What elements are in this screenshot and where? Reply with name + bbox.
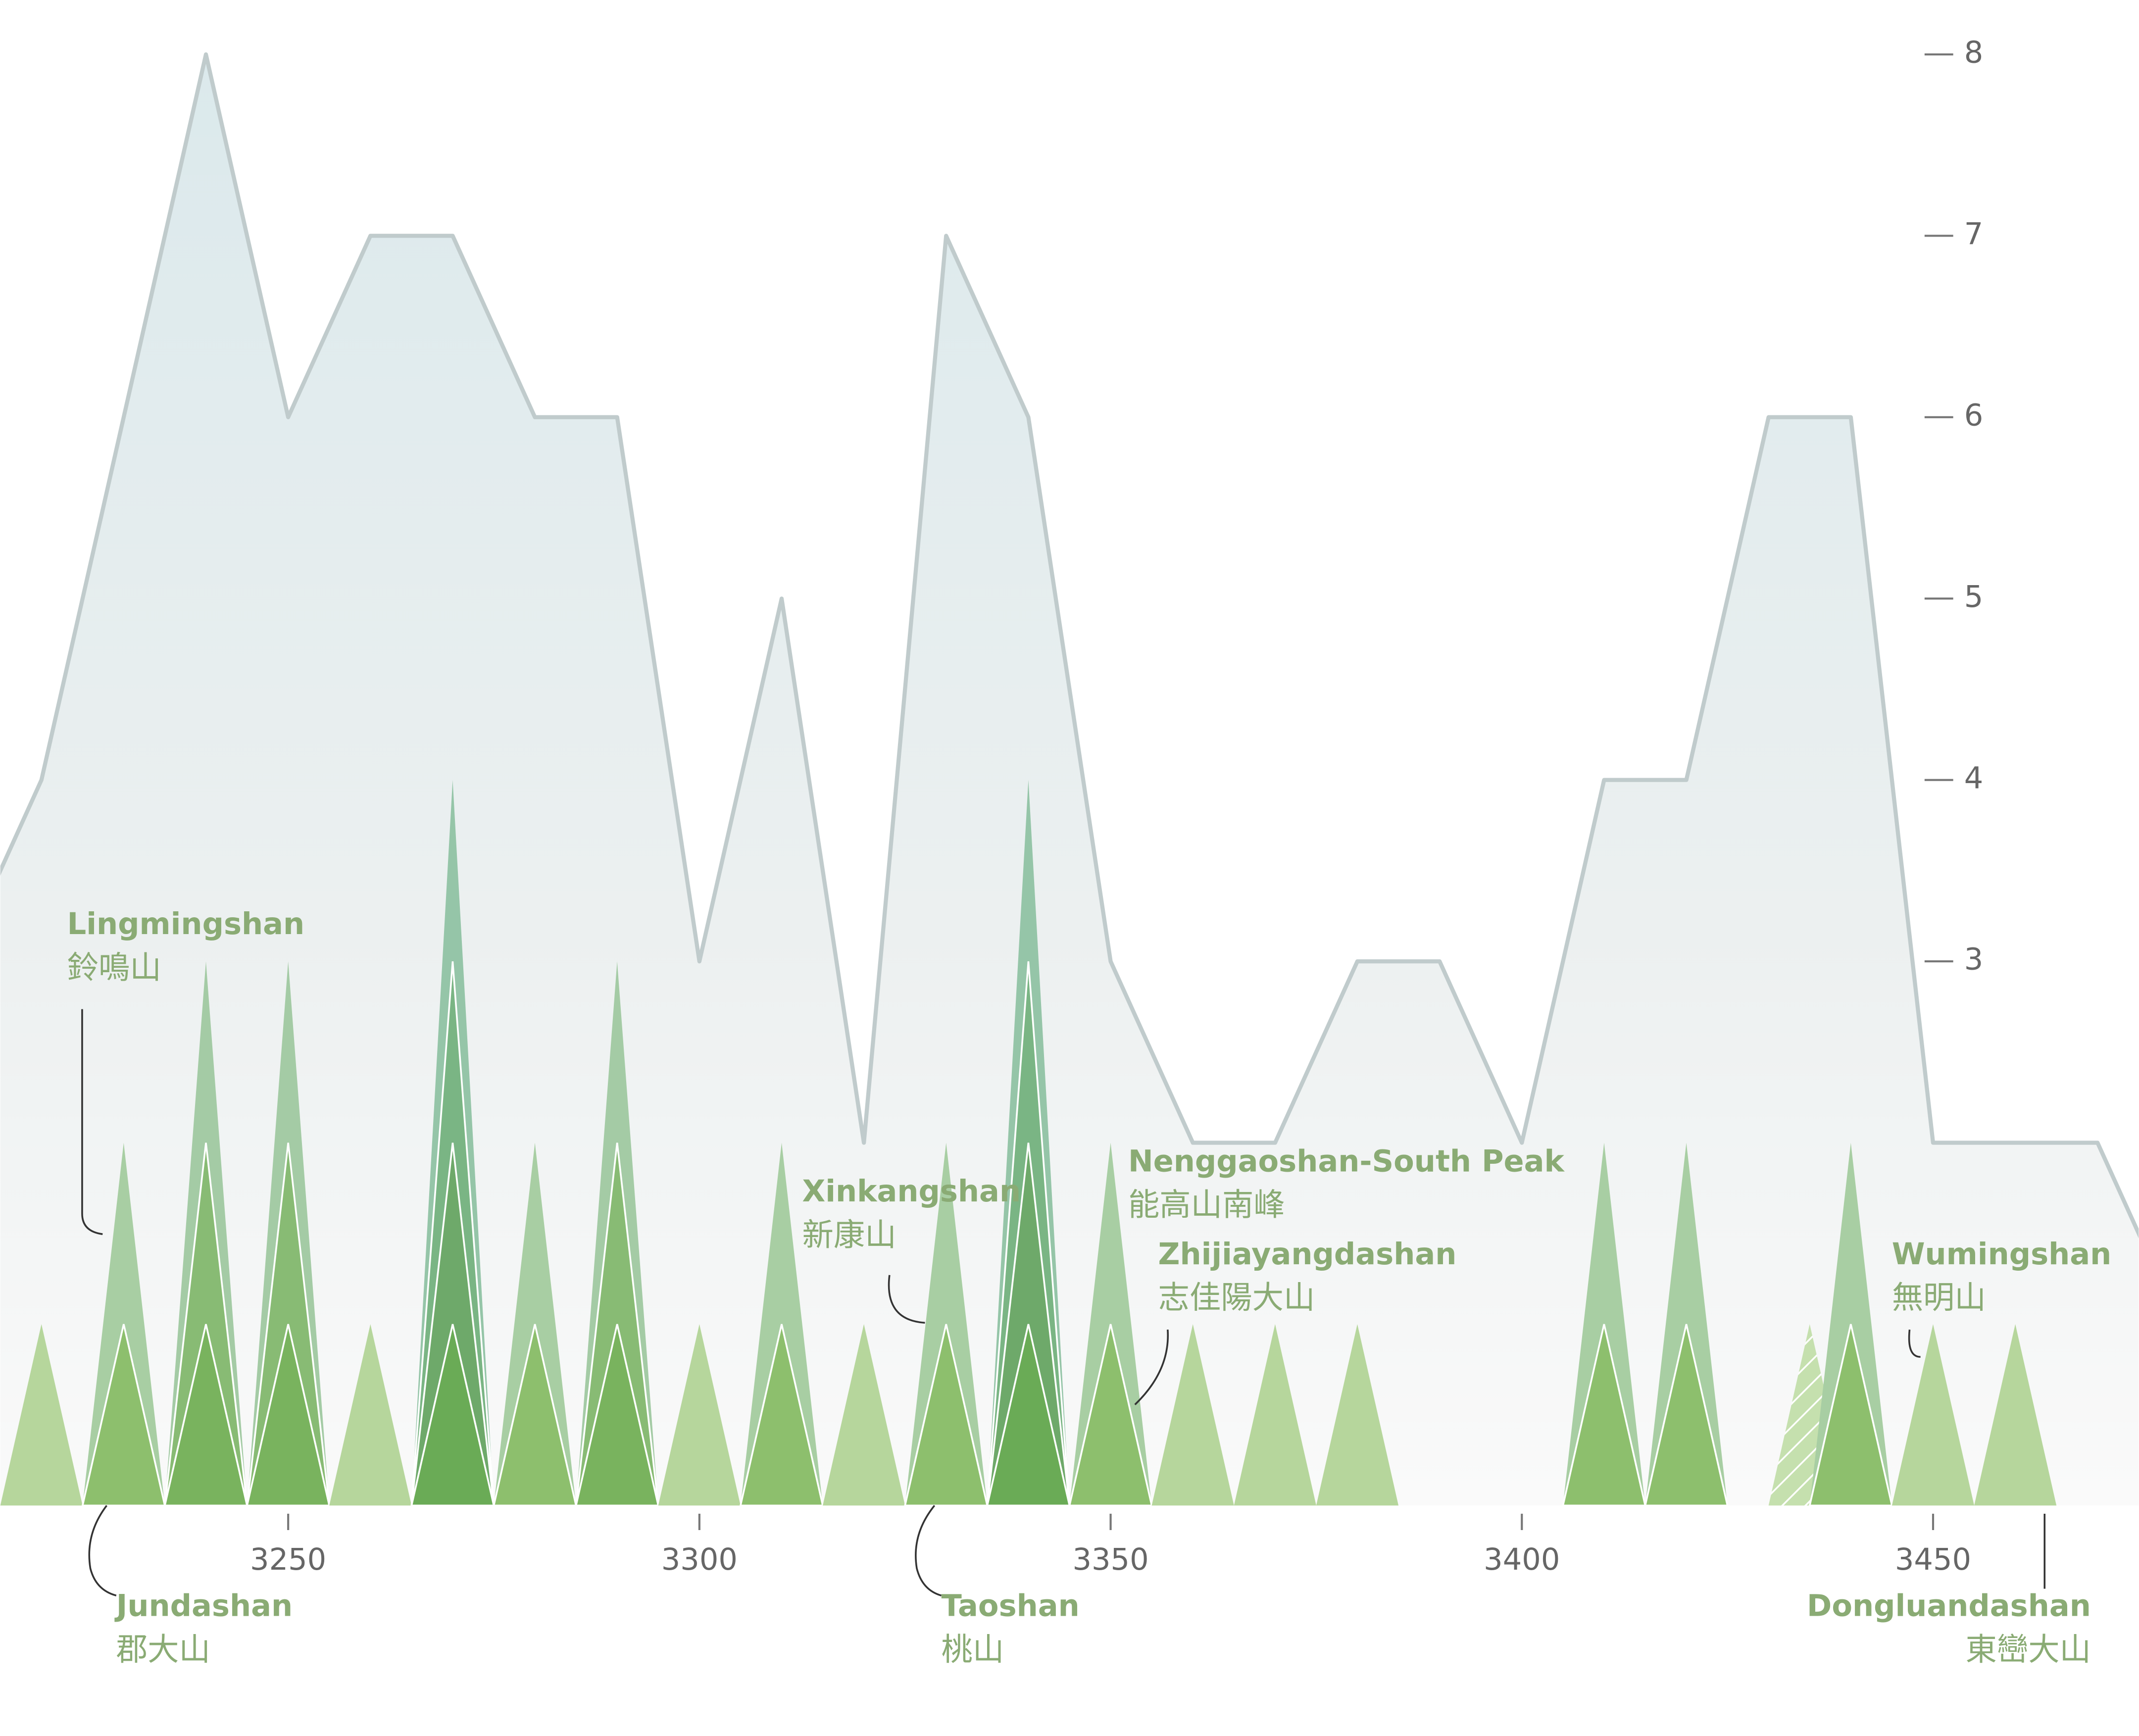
- annotation-name-zh: 無明山: [1892, 1279, 1986, 1316]
- area-fill: [0, 54, 2139, 1506]
- annotation-name: Lingmingshan: [67, 907, 305, 942]
- peak-triangle: [1644, 1324, 1729, 1507]
- x-tick-label: 3350: [1072, 1542, 1148, 1577]
- peak-triangle: [81, 1324, 166, 1507]
- area-line: [0, 52, 2139, 1239]
- annotation-leader: [888, 1275, 925, 1324]
- x-tick-label: 3450: [1895, 1542, 1971, 1577]
- peak-triangle: [1974, 1324, 2057, 1506]
- annotation-leader: [915, 1505, 942, 1596]
- annotation-name: Taoshan: [942, 1589, 1080, 1624]
- annotation-name-zh: 新康山: [802, 1216, 896, 1253]
- peak-triangle: [575, 1324, 660, 1507]
- peak-triangle: [1068, 1324, 1153, 1507]
- annotation-name: Jundashan: [114, 1589, 293, 1624]
- peak-triangle: [1562, 1324, 1646, 1507]
- peak-triangle: [0, 1324, 83, 1506]
- x-tick-label: 3300: [661, 1542, 738, 1577]
- annotation-leader: [1908, 1329, 1921, 1358]
- annotation-leader: [1134, 1329, 1169, 1405]
- y-tick-label: 5: [1964, 580, 1984, 614]
- annotation-name: Xinkangshan: [802, 1174, 1021, 1209]
- peak-triangle: [1808, 1324, 1893, 1507]
- y-tick-label: 8: [1964, 36, 1984, 70]
- peak-triangle: [739, 1324, 824, 1507]
- peak-triangle: [986, 1324, 1071, 1507]
- x-tick-label: 3250: [250, 1542, 326, 1577]
- annotation-name-zh: 桃山: [942, 1631, 1004, 1668]
- y-tick-label: 3: [1964, 942, 1984, 977]
- peak-triangle: [823, 1324, 905, 1506]
- annotation-name-zh: 能高山南峰: [1128, 1187, 1285, 1223]
- annotation-name-zh: 郡大山: [116, 1631, 210, 1668]
- x-tick-label: 3400: [1484, 1542, 1560, 1577]
- peak-triangle: [903, 1324, 989, 1507]
- peak-triangle: [1316, 1324, 1399, 1506]
- annotation-name-zh: 鈴鳴山: [67, 949, 161, 986]
- peak-triangle: [1891, 1324, 1975, 1506]
- peak-triangle: [329, 1324, 412, 1506]
- peak-triangle: [493, 1324, 577, 1507]
- peak-triangle: [163, 1324, 249, 1507]
- annotation-name: Zhijiayangdashan: [1158, 1237, 1457, 1272]
- peak-triangle: [246, 1324, 331, 1507]
- annotation-leader: [81, 1009, 103, 1235]
- annotation-name-zh: 志佳陽大山: [1158, 1279, 1315, 1316]
- annotation-name: Wumingshan: [1892, 1237, 2112, 1272]
- annotation-leader: [88, 1505, 117, 1596]
- y-tick-label: 7: [1964, 217, 1984, 251]
- annotation-name: Nenggaoshan-South Peak: [1128, 1144, 1565, 1179]
- y-tick-label: 4: [1964, 761, 1984, 795]
- annotation-name: Dongluandashan: [1807, 1589, 2091, 1624]
- peak-triangle: [1234, 1324, 1316, 1506]
- peak-triangle: [1151, 1324, 1234, 1506]
- y-tick-label: 6: [1964, 398, 1984, 433]
- annotation-name-zh: 東巒大山: [1965, 1631, 2090, 1668]
- peak-triangle: [658, 1324, 741, 1506]
- area-group: [0, 52, 2139, 1506]
- peak-triangle: [410, 1324, 495, 1507]
